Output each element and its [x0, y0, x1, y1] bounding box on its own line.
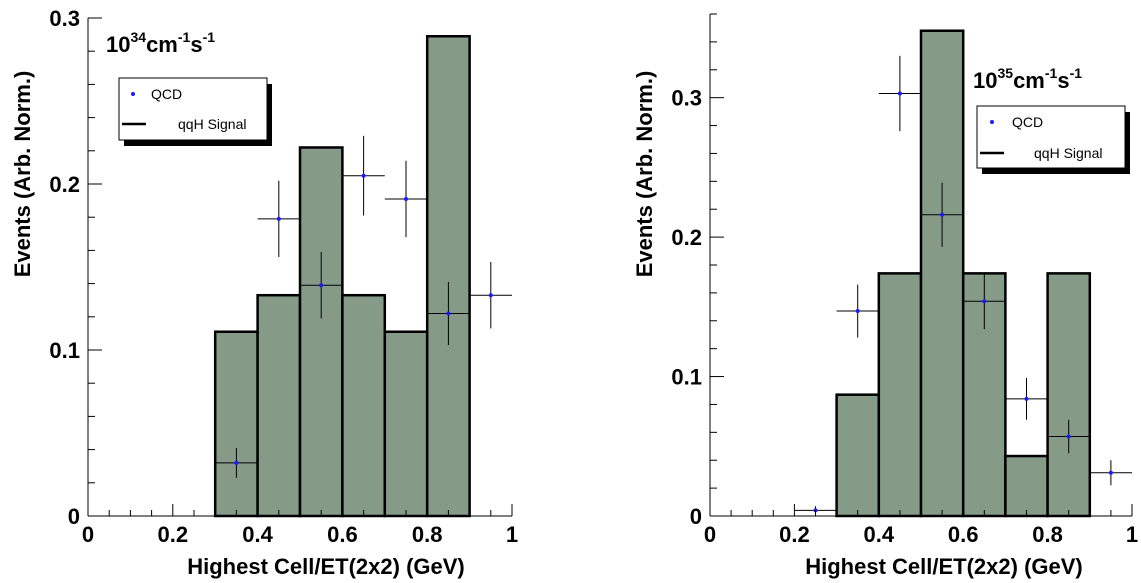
left-x-axis-title: Highest Cell/ET(2x2) (GeV): [187, 554, 465, 579]
left-y-tick-label-1: 0.1: [49, 338, 80, 363]
left-y-axis-title: Events (Arb. Norm.): [10, 71, 35, 278]
left-x-tick-label-1: 0.2: [158, 522, 189, 547]
right-x-tick-label-2: 0.4: [864, 522, 895, 547]
left-legend-qcd-label: QCD: [151, 86, 182, 102]
left-qcd-point-0: [215, 447, 258, 478]
right-qcd-marker-7: [1108, 470, 1113, 475]
right-qcd-point-2: [878, 55, 921, 132]
left-x-tick-label-0: 0: [82, 522, 94, 547]
right-signal-bin-5: [919, 29, 965, 518]
right-signal-bin-3: [835, 393, 881, 518]
left-signal-bin-4: [256, 293, 302, 518]
left-legend: QCD qqH Signal: [118, 77, 272, 146]
left-qcd-point-5: [427, 281, 470, 346]
right-qcd-marker-2: [897, 91, 902, 96]
right-x-tick-label-3: 0.6: [948, 522, 979, 547]
left-signal-bin-6: [341, 293, 387, 518]
left-legend-signal-label: qqH Signal: [178, 116, 247, 132]
right-legend-qcd-marker: [990, 120, 994, 124]
left-signal-bin-7: [383, 330, 429, 518]
right-signal-bin-4: [877, 272, 923, 518]
left-signal-bin-5: [298, 146, 344, 518]
right-signal-histogram: [835, 29, 1092, 518]
right-signal-bin-7: [1004, 454, 1049, 518]
right-luminosity-label: 1035cm-1s-1: [973, 65, 1082, 93]
right-y-axis-title: Events (Arb. Norm.): [632, 71, 657, 278]
right-x-tick-label-5: 1: [1126, 522, 1138, 547]
left-qcd-marker-3: [361, 173, 366, 178]
right-legend: QCD qqH Signal: [976, 105, 1130, 174]
left-chart-panel: 0 0.2 0.4 0.6 0.8 1 0 0.1 0.2 0.3 Events (Arb. No…: [10, 6, 518, 579]
right-qcd-point-7: [1089, 460, 1132, 486]
right-qcd-marker-1: [855, 309, 860, 314]
right-qcd-point-6: [1047, 419, 1090, 454]
right-legend-signal-label: qqH Signal: [1034, 145, 1103, 161]
left-x-tick-label-3: 0.6: [327, 522, 358, 547]
left-x-tick-label-2: 0.4: [242, 522, 273, 547]
right-qcd-marker-6: [1066, 434, 1071, 439]
right-x-tick-label-4: 0.8: [1032, 522, 1063, 547]
right-qcd-marker-3: [940, 212, 945, 217]
right-x-axis-title: Highest Cell/ET(2x2) (GeV): [805, 554, 1083, 579]
left-qcd-point-2: [300, 252, 343, 319]
right-axes: 0 0.2 0.4 0.6 0.8 1 0 0.1 0.2 0.3: [671, 13, 1138, 547]
left-qcd-marker-4: [404, 196, 408, 201]
right-legend-qcd-label: QCD: [1012, 114, 1043, 130]
left-qcd-point-6: [469, 262, 512, 329]
left-qcd-points: [215, 135, 512, 478]
left-qcd-marker-2: [319, 283, 324, 288]
right-qcd-point-5: [1005, 377, 1048, 420]
left-x-tick-label-4: 0.8: [412, 522, 443, 547]
right-x-tick-label-0: 0: [704, 522, 716, 547]
right-qcd-marker-5: [1024, 396, 1029, 401]
left-signal-histogram: [213, 35, 471, 518]
left-legend-box: [118, 77, 268, 141]
left-qcd-point-3: [342, 135, 385, 216]
right-y-tick-label-0: 0: [690, 504, 702, 529]
right-qcd-point-3: [921, 182, 964, 247]
left-y-tick-label-2: 0.2: [49, 172, 80, 197]
right-qcd-point-4: [963, 273, 1006, 330]
left-legend-qcd-marker: [131, 92, 135, 96]
left-qcd-marker-6: [488, 293, 493, 298]
left-qcd-marker-0: [234, 460, 239, 465]
left-qcd-marker-5: [446, 311, 451, 316]
right-x-tick-label-1: 0.2: [779, 522, 810, 547]
right-y-tick-label-2: 0.2: [671, 225, 702, 250]
left-signal-bin-8: [425, 35, 471, 518]
left-qcd-point-4: [384, 160, 428, 238]
right-y-tick-label-1: 0.1: [671, 365, 702, 390]
left-x-tick-label-5: 1: [506, 522, 518, 547]
left-qcd-marker-1: [276, 216, 281, 221]
right-qcd-point-1: [836, 284, 879, 338]
right-qcd-marker-4: [982, 299, 987, 304]
right-legend-box: [976, 105, 1126, 169]
right-chart-panel: 0 0.2 0.4 0.6 0.8 1 0 0.1 0.2 0.3 Events (Arb. No…: [632, 13, 1138, 579]
left-luminosity-label: 1034cm-1s-1: [106, 29, 215, 57]
left-y-tick-label-0: 0: [68, 504, 80, 529]
right-signal-bin-8: [1046, 272, 1092, 518]
left-axes: 0 0.2 0.4 0.6 0.8 1 0 0.1 0.2 0.3: [49, 6, 518, 547]
right-y-tick-label-3: 0.3: [671, 86, 702, 111]
left-signal-bin-3: [213, 330, 259, 518]
left-y-tick-label-3: 0.3: [49, 6, 80, 31]
left-qcd-point-1: [257, 180, 300, 258]
right-qcd-points: [794, 55, 1132, 515]
